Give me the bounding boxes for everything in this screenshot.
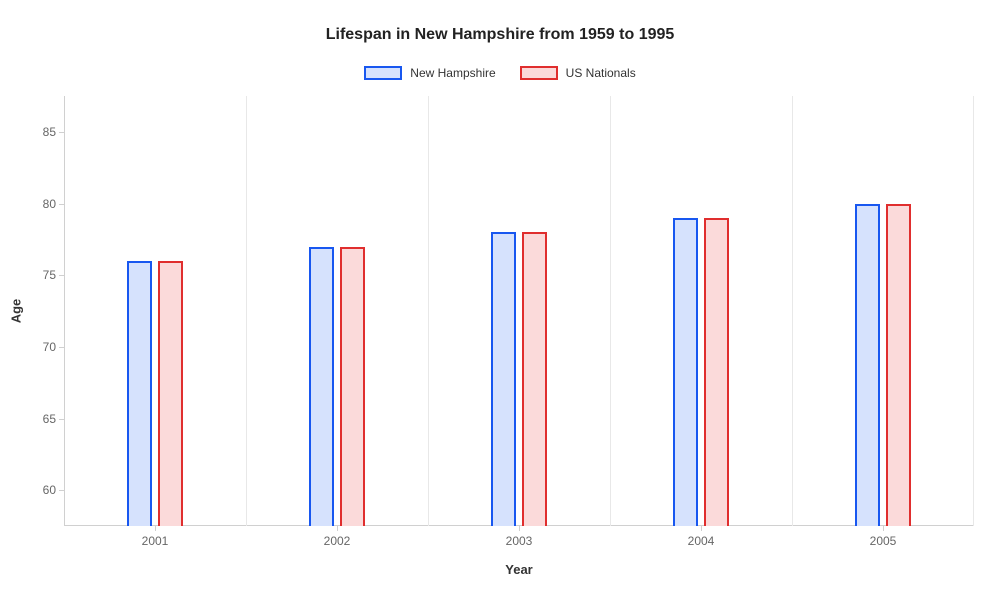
y-axis-title: Age [9,299,24,324]
y-tick-mark [59,275,64,276]
x-tick-mark [701,526,702,531]
y-tick-mark [59,490,64,491]
bar [340,247,365,527]
chart-container: Lifespan in New Hampshire from 1959 to 1… [0,0,1000,600]
gridline-v [973,96,974,526]
bar [522,232,547,526]
y-tick-mark [59,204,64,205]
y-axis-line [64,96,65,526]
x-axis-title: Year [505,562,532,577]
bar [158,261,183,526]
gridline-v [610,96,611,526]
y-tick-mark [59,419,64,420]
x-tick-mark [883,526,884,531]
chart-title: Lifespan in New Hampshire from 1959 to 1… [0,26,1000,44]
legend-swatch [520,66,558,80]
bar [673,218,698,526]
gridline-v [246,96,247,526]
y-tick-mark [59,132,64,133]
bar [127,261,152,526]
bar [704,218,729,526]
legend-label: US Nationals [566,66,636,80]
legend-item: New Hampshire [364,66,495,80]
x-tick-mark [519,526,520,531]
legend-swatch [364,66,402,80]
legend-label: New Hampshire [410,66,495,80]
legend: New Hampshire US Nationals [0,66,1000,80]
bar [309,247,334,527]
bar [886,204,911,527]
bar [491,232,516,526]
x-tick-mark [155,526,156,531]
y-tick-mark [59,347,64,348]
bar [855,204,880,527]
plot-area: 60657075808520012002200320042005 [64,96,974,526]
gridline-v [792,96,793,526]
gridline-v [428,96,429,526]
legend-item: US Nationals [520,66,636,80]
x-tick-mark [337,526,338,531]
